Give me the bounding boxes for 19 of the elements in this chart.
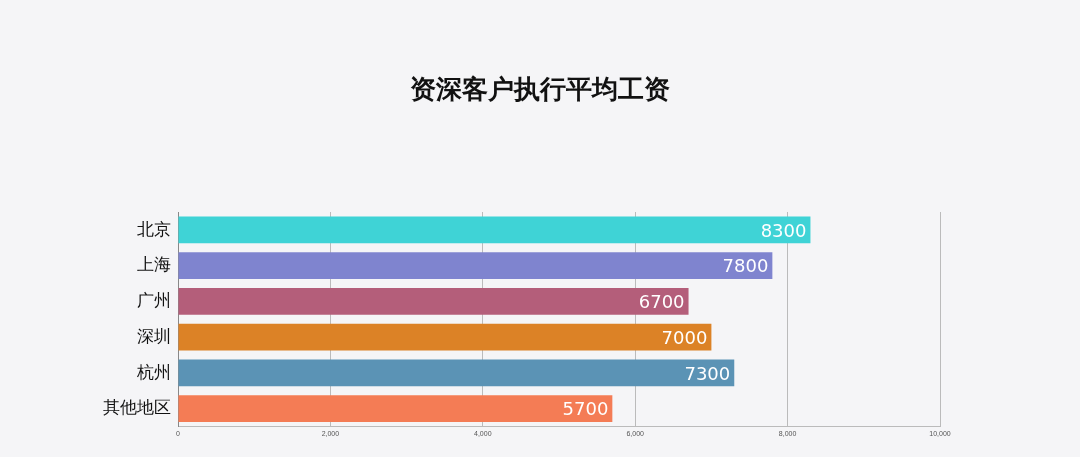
- data-label: 7800: [722, 255, 769, 277]
- data-label: 5700: [562, 398, 609, 420]
- bar: [178, 323, 712, 351]
- y-tick-label: 其他地区: [103, 398, 171, 418]
- bar: [178, 252, 773, 280]
- data-label: 6700: [638, 291, 685, 313]
- y-tick-label: 北京: [137, 219, 171, 239]
- y-tick-label: 杭州: [136, 362, 171, 382]
- y-tick-label: 深圳: [137, 326, 171, 346]
- bar: [178, 216, 811, 244]
- data-label: 7000: [661, 326, 708, 348]
- chart-title: 资深客户执行平均工资: [409, 73, 671, 106]
- y-tick-label: 广州: [137, 291, 171, 311]
- bar: [178, 395, 613, 423]
- bar: [178, 359, 735, 387]
- y-tick-label: 上海: [137, 255, 171, 275]
- bar: [178, 288, 689, 315]
- data-label: 8300: [760, 219, 807, 241]
- data-label: 7300: [684, 362, 731, 384]
